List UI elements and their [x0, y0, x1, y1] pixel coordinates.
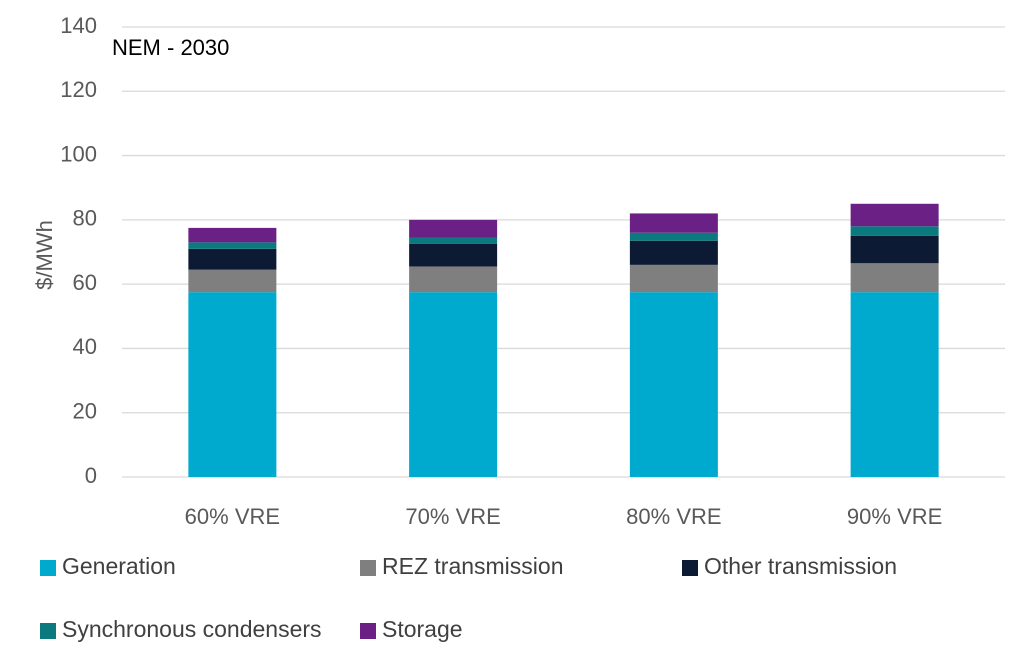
bars	[188, 203, 939, 477]
legend-label: Storage	[382, 616, 463, 642]
bar-segment-storage	[188, 227, 277, 243]
legend-label: Synchronous condensers	[62, 616, 322, 642]
bar-segment-synchronous-condensers	[188, 242, 277, 249]
bar-segment-other-transmission	[409, 243, 498, 267]
x-axis-categories: 60% VRE 70% VRE 80% VRE 90% VRE	[185, 504, 943, 529]
legend-item: Other transmission	[682, 553, 897, 579]
bar-segment-generation	[629, 292, 718, 477]
legend-label: Other transmission	[704, 553, 897, 579]
y-tick-label: 40	[73, 334, 97, 359]
legend-item: Generation	[40, 553, 176, 579]
bar-segment-synchronous-condensers	[629, 232, 718, 241]
legend-swatch	[682, 560, 698, 576]
y-tick-label: 0	[85, 463, 97, 488]
bar-segment-synchronous-condensers	[850, 226, 939, 236]
x-category-label: 60% VRE	[185, 504, 280, 529]
chart-title: NEM - 2030	[112, 35, 229, 60]
bar-segment-generation	[409, 292, 498, 477]
bar-segment-other-transmission	[188, 248, 277, 270]
bar-segment-generation	[850, 292, 939, 477]
legend-swatch	[40, 560, 56, 576]
legend: Generation REZ transmission Other transmis…	[40, 553, 897, 642]
bar-segment-synchronous-condensers	[409, 237, 498, 244]
bar-segment-generation	[188, 292, 277, 477]
bar-segment-rez-transmission	[850, 263, 939, 293]
bar-segment-other-transmission	[629, 240, 718, 265]
y-tick-label: 140	[60, 13, 97, 38]
bar-segment-rez-transmission	[409, 266, 498, 293]
y-tick-label: 120	[60, 77, 97, 102]
legend-label: REZ transmission	[382, 553, 563, 579]
y-axis-label: $/MWh	[32, 220, 57, 290]
bar-segment-rez-transmission	[629, 264, 718, 293]
legend-swatch	[360, 560, 376, 576]
y-axis-ticks: 0 20 40 60 80 100 120 140	[60, 13, 97, 488]
bar-segment-storage	[629, 213, 718, 233]
legend-item: Storage	[360, 616, 463, 642]
legend-swatch	[360, 623, 376, 639]
legend-item: Synchronous condensers	[40, 616, 322, 642]
y-tick-label: 20	[73, 399, 97, 424]
legend-label: Generation	[62, 553, 176, 579]
x-category-label: 70% VRE	[405, 504, 500, 529]
y-tick-label: 100	[60, 141, 97, 166]
bar-segment-storage	[409, 219, 498, 238]
y-tick-label: 60	[73, 270, 97, 295]
legend-swatch	[40, 623, 56, 639]
y-tick-label: 80	[73, 206, 97, 231]
x-category-label: 90% VRE	[847, 504, 942, 529]
legend-item: REZ transmission	[360, 553, 563, 579]
x-category-label: 80% VRE	[626, 504, 721, 529]
bar-segment-rez-transmission	[188, 269, 277, 293]
bar-segment-storage	[850, 203, 939, 227]
bar-segment-other-transmission	[850, 235, 939, 264]
